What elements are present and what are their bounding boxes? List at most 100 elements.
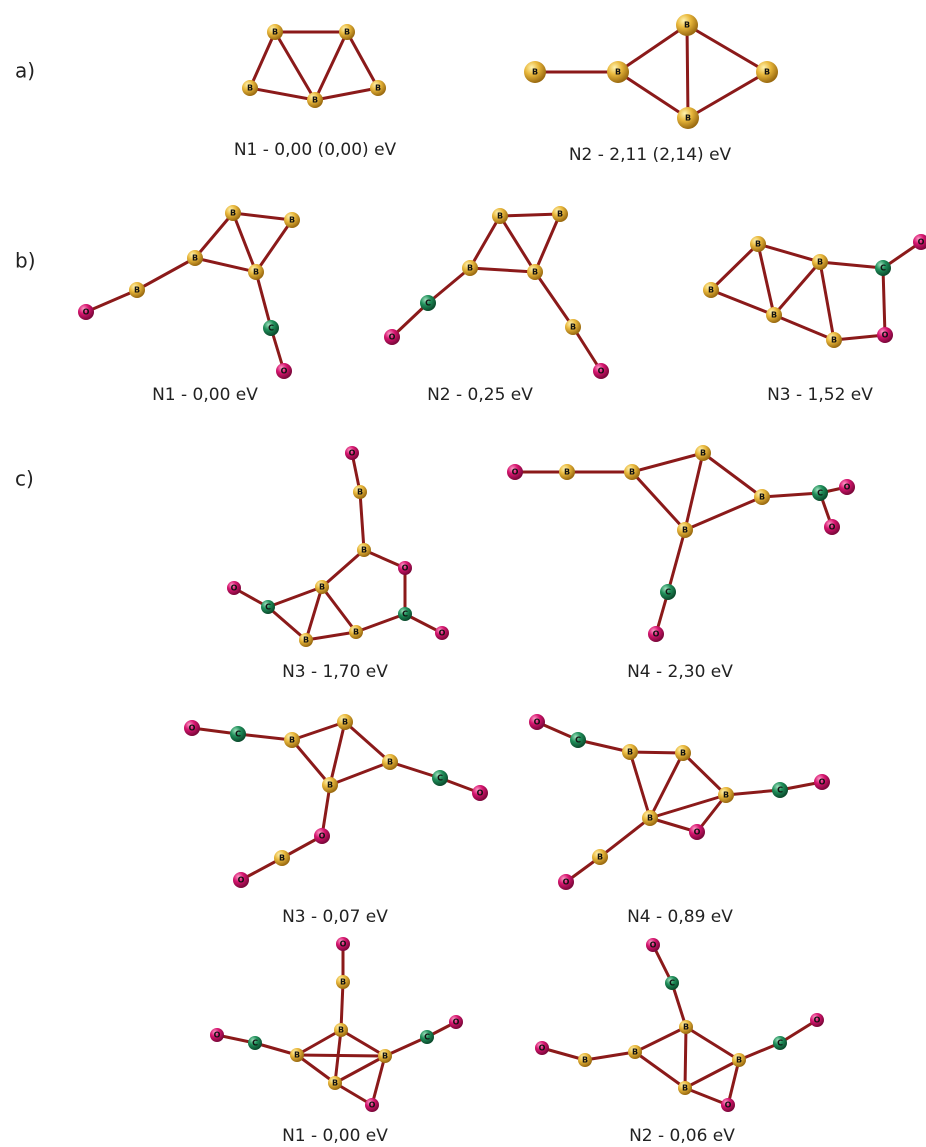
atom-label: C — [665, 588, 671, 597]
bond — [292, 740, 330, 785]
bond — [250, 88, 315, 100]
atom-label: B — [312, 96, 318, 105]
bond — [345, 722, 390, 762]
atom-label: B — [382, 1052, 388, 1061]
bond — [618, 72, 688, 118]
atom-label: B — [615, 68, 621, 77]
bond — [635, 1027, 686, 1052]
atom-label: O — [83, 308, 90, 317]
bond — [250, 32, 275, 88]
atom-label: B — [570, 323, 576, 332]
atom-label: B — [755, 240, 761, 249]
atom-label: B — [357, 488, 363, 497]
atom-label: O — [319, 832, 326, 841]
atom-label: C — [425, 299, 431, 308]
bond — [585, 1052, 635, 1060]
atom-label: O — [819, 778, 826, 787]
atom-label: C — [575, 736, 581, 745]
caption: N1 - 0,00 eV — [282, 1126, 388, 1146]
bond — [685, 497, 762, 530]
bond — [688, 72, 767, 118]
atom-label: B — [700, 449, 706, 458]
bond — [315, 88, 378, 100]
atom-label: O — [814, 1016, 821, 1025]
atom-label: B — [289, 216, 295, 225]
atom-label: O — [512, 468, 519, 477]
bond — [774, 262, 820, 315]
atom-label: C — [265, 603, 271, 612]
bond — [268, 607, 306, 640]
bond — [86, 290, 137, 312]
atom-label: B — [272, 28, 278, 37]
caption: N2 - 0,25 eV — [427, 385, 533, 405]
atom-label: B — [497, 212, 503, 221]
caption: N4 - 2,30 eV — [627, 662, 733, 682]
atom-label: B — [134, 286, 140, 295]
atom-label: O — [281, 367, 288, 376]
atom-label: C — [252, 1039, 258, 1048]
atom-label: B — [532, 68, 538, 77]
atom-label: B — [582, 1056, 588, 1065]
atom-label: B — [682, 1084, 688, 1093]
bond — [500, 214, 560, 216]
atom-label: B — [247, 84, 253, 93]
atom-label: B — [375, 84, 381, 93]
atom-label: C — [817, 489, 823, 498]
bond — [470, 216, 500, 268]
atom-label: B — [629, 468, 635, 477]
bond — [500, 216, 535, 272]
bond — [774, 315, 834, 340]
atom-label: B — [764, 68, 770, 77]
bond — [233, 213, 256, 272]
atom-label: B — [192, 254, 198, 263]
bond — [428, 268, 470, 303]
bond — [762, 493, 820, 497]
atom-label: B — [353, 628, 359, 637]
atom-label: B — [684, 21, 690, 30]
atom-label: B — [708, 286, 714, 295]
atom-label: O — [453, 1018, 460, 1027]
atom-label: B — [683, 1023, 689, 1032]
atom-label: B — [557, 210, 563, 219]
caption: N4 - 0,89 eV — [627, 907, 733, 927]
atom-label: O — [369, 1101, 376, 1110]
atom-label: B — [361, 546, 367, 555]
bond — [758, 244, 820, 262]
atom-label: B — [723, 791, 729, 800]
bond — [238, 734, 292, 740]
atom-label: B — [647, 814, 653, 823]
atom-label: B — [532, 268, 538, 277]
atom-label: O — [238, 876, 245, 885]
panel-label: a) — [15, 59, 35, 83]
atom-label: B — [332, 1079, 338, 1088]
bond — [711, 290, 774, 315]
bond — [711, 244, 758, 290]
atom-label: B — [467, 264, 473, 273]
bond — [330, 722, 345, 785]
bond — [137, 258, 195, 290]
atom-label: C — [437, 774, 443, 783]
atom-label: B — [344, 28, 350, 37]
bond — [195, 258, 256, 272]
atom-label: O — [918, 238, 925, 247]
atom-label: O — [389, 333, 396, 342]
caption: N3 - 1,52 eV — [767, 385, 873, 405]
bond — [470, 268, 535, 272]
atom-label: C — [669, 979, 675, 988]
bond — [233, 213, 292, 220]
bond — [618, 25, 687, 72]
bond — [297, 1055, 385, 1056]
atom-label: O — [402, 564, 409, 573]
atom-label: B — [736, 1056, 742, 1065]
atom-label: B — [289, 736, 295, 745]
bond — [292, 722, 345, 740]
atom-label: B — [319, 583, 325, 592]
atom-label: O — [650, 941, 657, 950]
bond — [703, 453, 762, 497]
atom-label: C — [268, 324, 274, 333]
atom-label: O — [231, 584, 238, 593]
caption: N2 - 2,11 (2,14) eV — [569, 145, 732, 165]
atom-label: C — [235, 730, 241, 739]
caption: N3 - 1,70 eV — [282, 662, 388, 682]
panel-label: b) — [15, 249, 36, 273]
